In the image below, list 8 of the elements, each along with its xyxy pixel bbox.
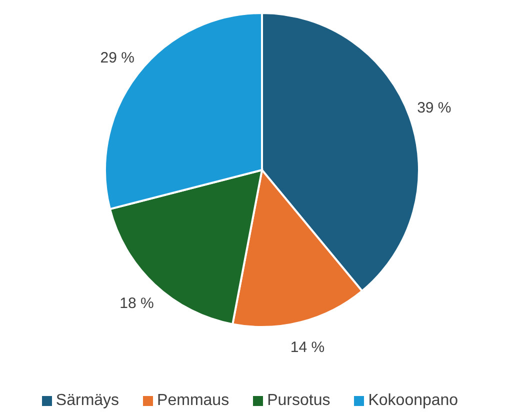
legend-label: Pursotus: [267, 392, 330, 409]
data-label: 18 %: [120, 294, 154, 312]
legend-label: Kokoonpano: [368, 392, 458, 409]
legend-label: Särmäys: [56, 392, 120, 409]
data-label: 29 %: [100, 49, 135, 66]
data-label: 39 %: [417, 100, 452, 117]
legend-label: Pemmaus: [157, 392, 230, 409]
data-label: 14 %: [290, 338, 325, 356]
